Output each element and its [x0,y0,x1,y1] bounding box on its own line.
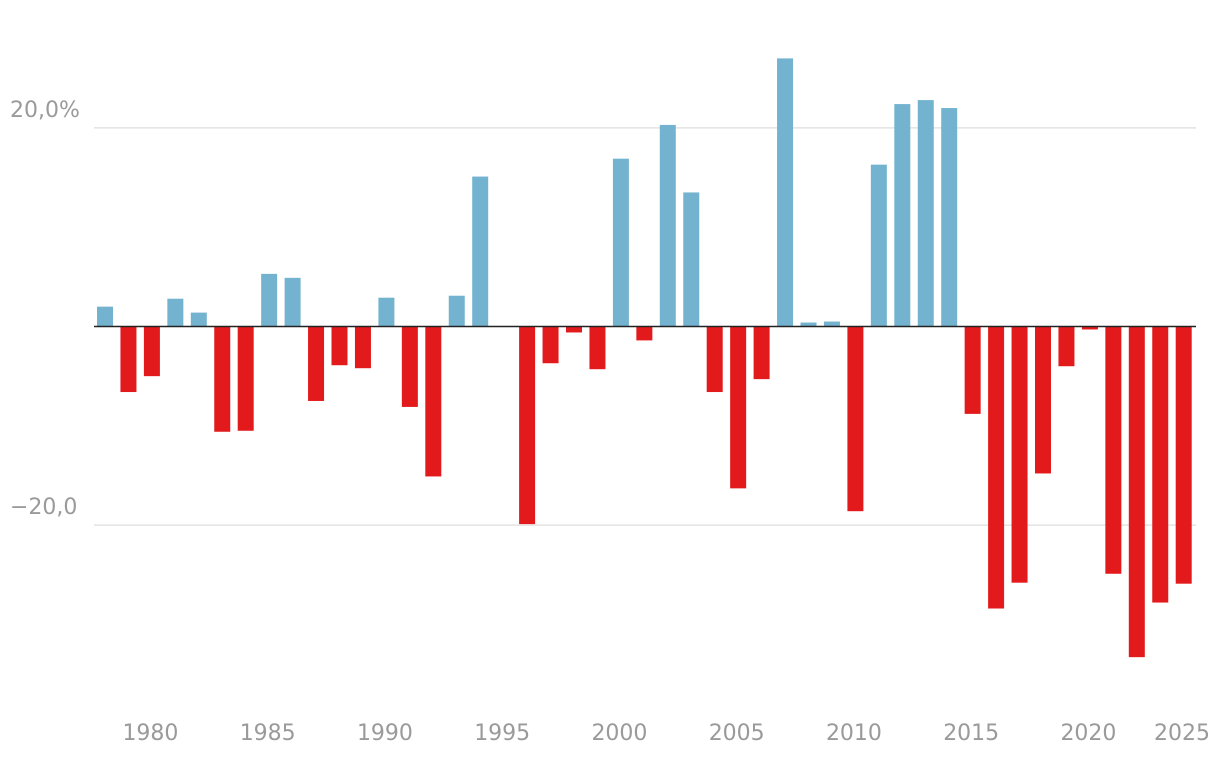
bar-1985 [237,326,254,431]
bar-1997 [519,326,536,525]
bar-2006 [730,326,747,489]
axis-layer: 20,0% −20,0 1980 1985 1990 1995 2000 2005 2010 20… [10,98,1210,746]
bar-1979 [97,306,113,327]
bar-1986 [261,273,278,327]
bar-1987 [284,277,301,327]
x-tick-label: 2010 [826,721,882,746]
bar-1995 [472,176,489,327]
bar-layer [97,58,1192,658]
bar-2013 [894,104,911,327]
x-tick-label: 1995 [474,721,530,746]
bar-2003 [659,124,676,327]
bar-2022 [1105,326,1122,574]
bar-2023 [1128,326,1145,658]
bar-1983 [190,312,207,327]
bar-1999 [566,326,582,333]
bar-2020 [1058,326,1075,367]
bar-2000 [589,326,606,370]
bar-2018 [1011,326,1028,583]
bar-2009 [800,322,817,327]
bar-2007 [753,326,770,380]
x-tick-label: 2015 [943,721,999,746]
bar-1984 [214,326,231,432]
bar-1989 [331,326,348,366]
bar-1988 [308,326,325,401]
x-tick-label: 2005 [709,721,765,746]
bar-2004 [683,192,700,327]
bar-1991 [378,297,395,327]
bar-2002 [636,326,653,341]
bar-2008 [777,58,794,327]
bar-1994 [448,295,465,327]
bar-2017 [988,326,1005,609]
bar-2001 [612,158,629,327]
x-tick-label: 1990 [357,721,413,746]
bar-1992 [401,326,418,407]
x-tick-label: 2000 [591,721,647,746]
bar-1982 [167,298,184,327]
bar-2005 [706,326,723,393]
bar-2011 [847,326,864,512]
bar-1998 [542,326,559,364]
bar-2021 [1081,326,1098,330]
bar-1990 [354,326,371,369]
x-tick-label: 1985 [240,721,296,746]
x-tick-label: 2025 [1154,721,1210,746]
bar-2015 [941,108,958,327]
x-tick-label: 1980 [122,721,178,746]
bar-1993 [425,326,442,477]
y-tick-label: −20,0 [10,495,77,520]
bar-1980 [120,326,137,393]
bar-2016 [964,326,981,414]
x-tick-label: 2020 [1060,721,1116,746]
bar-2012 [870,164,887,327]
bar-1981 [143,326,160,377]
y-tick-label: 20,0% [10,98,80,123]
bar-2014 [917,100,934,327]
bar-2019 [1035,326,1051,474]
bar-2025 [1175,326,1192,584]
bar-2010 [823,321,840,327]
bar-2024 [1152,326,1169,603]
